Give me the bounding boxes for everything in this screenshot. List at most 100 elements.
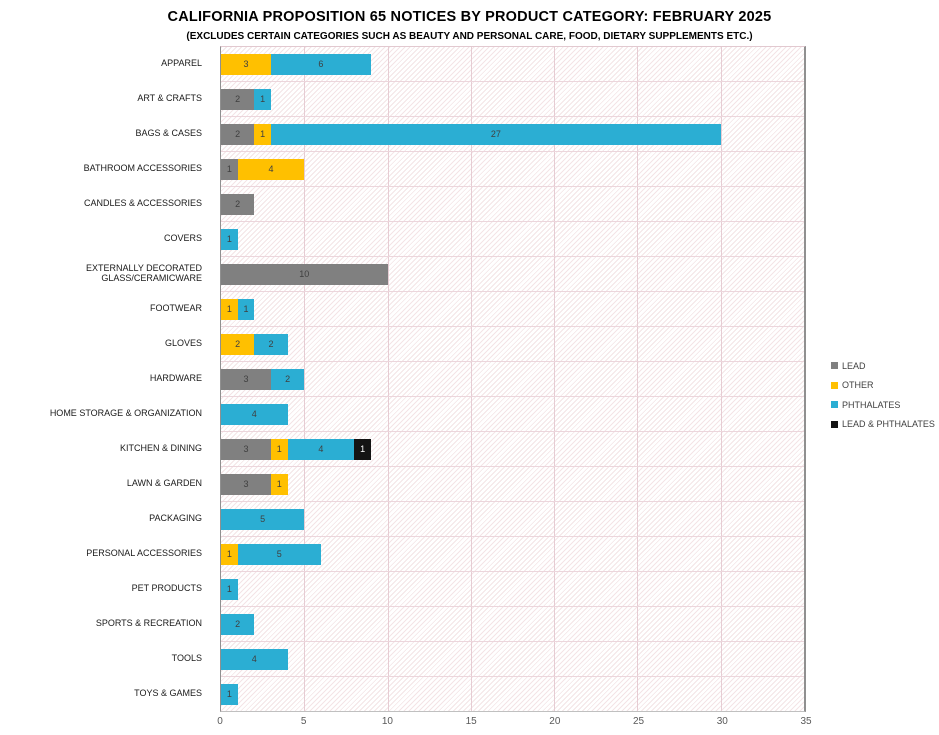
bar-row: 10 — [221, 257, 804, 292]
gridline-x-5 — [304, 47, 306, 711]
bar-segment: 4 — [221, 403, 288, 425]
bar-segment-value: 2 — [235, 128, 241, 139]
x-tick-label: 35 — [800, 716, 812, 727]
bar-segment: 27 — [270, 123, 721, 145]
gridline-x-25 — [637, 47, 639, 711]
stacked-bar: 10 — [221, 263, 804, 285]
bar-segment: 2 — [221, 613, 255, 635]
bar-segment: 5 — [221, 508, 305, 530]
bar-segment-value: 6 — [318, 58, 324, 69]
category-label: HOME STORAGE & ORGANIZATION — [49, 408, 202, 419]
bar-segment-value: 2 — [235, 198, 241, 209]
category-label: COVERS — [163, 232, 202, 243]
bar-row: 2 1 27 — [221, 117, 804, 152]
bar-row: 1 — [221, 222, 804, 257]
x-tick-label: 20 — [549, 716, 561, 727]
bar-segment-value: 3 — [243, 443, 249, 454]
bar-segment-value: 4 — [268, 163, 274, 174]
category-label: GLOVES — [164, 337, 202, 348]
x-tick-label: 10 — [381, 716, 393, 727]
bar-segment-value: 2 — [285, 373, 291, 384]
bar-segment: 1 — [254, 123, 271, 145]
bar-segment-value: 1 — [276, 443, 282, 454]
legend-item: LEAD — [831, 356, 935, 376]
legend-item: PHTHALATES — [831, 395, 935, 415]
bar-segment: 1 — [221, 683, 238, 705]
bar-rows: 3 6 2 1 2 1 27 1 4 2 1 10 1 1 2 2 3 2 4 3 1 4 1 3 1 5 1 5 1 2 4 1 — [221, 47, 804, 711]
stacked-bar: 2 — [221, 193, 804, 215]
bar-segment: 2 — [221, 88, 255, 110]
bar-segment: 1 — [237, 298, 255, 320]
legend-swatch — [831, 401, 838, 409]
bar-segment-value: 2 — [268, 338, 274, 349]
bar-row: 4 — [221, 397, 804, 432]
bar-segment: 1 — [221, 578, 238, 600]
bar-segment-value: 3 — [243, 58, 249, 69]
x-tick-label: 0 — [217, 716, 223, 727]
bar-row: 5 — [221, 502, 804, 537]
legend-label: PHTHALATES — [842, 399, 901, 410]
category-label: CANDLES & ACCESSORIES — [83, 197, 202, 208]
bar-segment: 3 — [221, 368, 271, 390]
bar-segment-value: 1 — [243, 303, 249, 314]
legend-swatch — [831, 362, 838, 370]
bar-segment: 3 — [221, 438, 271, 460]
stacked-bar: 5 — [221, 508, 804, 530]
bar-segment-value: 4 — [251, 408, 257, 419]
category-label: BAGS & CASES — [135, 127, 202, 138]
stacked-bar: 1 — [221, 228, 804, 250]
x-tick-label: 25 — [633, 716, 645, 727]
bar-segment: 2 — [254, 333, 288, 355]
bar-segment: 1 — [221, 228, 238, 250]
chart-title: CALIFORNIA PROPOSITION 65 NOTICES BY PRO… — [167, 9, 772, 25]
stacked-bar: 4 — [221, 403, 804, 425]
bar-segment-value: 2 — [235, 93, 241, 104]
stacked-bar: 3 1 4 1 — [221, 438, 804, 460]
x-tick-label: 30 — [716, 716, 728, 727]
category-label: ART & CRAFTS — [137, 92, 202, 103]
bar-segment-value: 3 — [243, 373, 249, 384]
gridline-x-10 — [387, 47, 389, 711]
stacked-bar: 1 — [221, 683, 804, 705]
bar-segment: 2 — [221, 123, 255, 145]
bar-segment-value: 2 — [235, 618, 241, 629]
bar-segment: 1 — [221, 298, 238, 320]
bar-segment-value: 4 — [251, 653, 257, 664]
bar-segment-value: 10 — [299, 268, 310, 279]
x-axis-tick-labels: 0 5 10 15 20 25 30 35 — [217, 716, 811, 730]
legend-item: OTHER — [831, 376, 935, 396]
bar-row: 2 — [221, 607, 804, 642]
bar-segment-value: 1 — [276, 478, 282, 489]
bar-segment: 4 — [237, 158, 305, 180]
bar-segment: 4 — [287, 438, 355, 460]
bar-segment: 1 — [270, 473, 288, 495]
stacked-bar: 2 1 27 — [221, 123, 804, 145]
bar-segment-value: 27 — [490, 128, 501, 139]
bar-segment: 1 — [254, 88, 271, 110]
bar-segment: 4 — [221, 648, 288, 670]
bar-segment: 1 — [221, 158, 238, 180]
chart-subtitle: (EXCLUDES CERTAIN CATEGORIES SUCH AS BEA… — [186, 31, 753, 42]
bar-row: 3 1 4 1 — [221, 432, 804, 467]
plot-area: 3 6 2 1 2 1 27 1 4 2 1 10 1 1 2 2 3 2 4 3 1 4 1 3 1 5 1 5 1 2 4 1 — [220, 46, 806, 712]
category-label: TOYS & GAMES — [134, 688, 202, 699]
bar-segment: 2 — [270, 368, 305, 390]
legend: LEAD OTHER PHTHALATES LEAD & PHTHALATES — [831, 356, 935, 434]
bar-row: 1 — [221, 572, 804, 607]
bar-segment-value: 5 — [276, 548, 282, 559]
category-label: KITCHEN & DINING — [119, 443, 202, 454]
bar-segment-value: 1 — [226, 233, 232, 244]
bar-segment: 2 — [221, 193, 255, 215]
stacked-bar: 2 — [221, 613, 804, 635]
category-label: EXTERNALLY DECORATED GLASS/CERAMICWARE — [85, 262, 202, 283]
category-label: FOOTWEAR — [150, 302, 202, 313]
